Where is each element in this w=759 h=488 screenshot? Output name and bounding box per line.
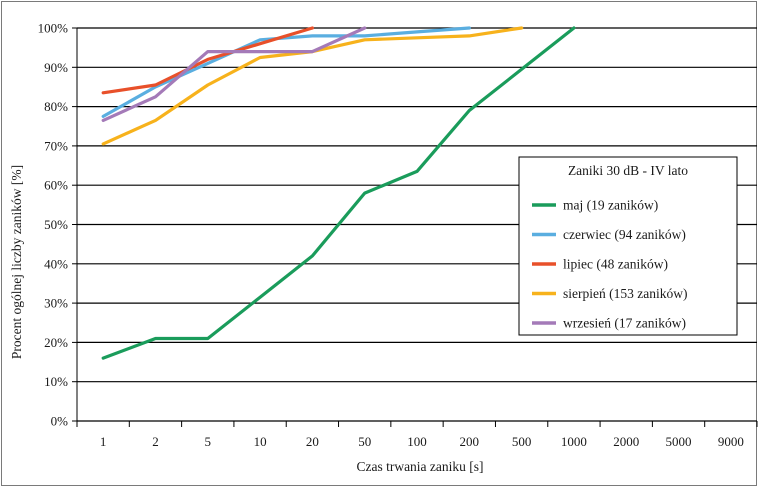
y-tick-label: 20% [44,335,68,350]
x-tick-label: 10 [254,434,267,449]
x-tick-label: 500 [512,434,532,449]
y-tick-label: 80% [44,99,68,114]
series-line-1 [101,26,576,360]
series-line-5 [101,26,367,123]
axis-layer: 0% 10% 20% 30% 40% 50% 60% 70% 80% 90% 100% 1 2 5 10 20… [38,21,758,449]
y-tick-label: 60% [44,178,68,193]
legend-items: maj (19 zaników) czerwiec (94 zaników) lip… [532,198,687,331]
y-tick-label: 50% [44,217,68,232]
x-tick-label: 20 [306,434,319,449]
legend-box [518,156,738,336]
x-tick-label: 5 [205,434,212,449]
x-tick-label: 200 [460,434,480,449]
y-tick-label: 30% [44,296,68,311]
legend-label: sierpień (153 zaników) [563,286,687,301]
x-tick-label: 9000 [718,434,744,449]
y-tick-label: 70% [44,138,68,153]
legend-label: maj (19 zaników) [563,198,658,213]
legend-label: czerwiec (94 zaników) [563,227,686,242]
series-layer [101,26,576,360]
x-tick-label: 2 [152,434,159,449]
y-tick-label: 100% [38,21,69,36]
series-line-3 [101,26,314,95]
y-tick-label: 40% [44,256,68,271]
legend-label: wrzesień (17 zaników) [563,316,686,331]
x-tick-label: 1000 [561,434,587,449]
x-tick-label: 2000 [613,434,639,449]
series-line-2 [101,26,471,119]
y-tick-label: 90% [44,60,68,75]
x-tick-label: 5000 [666,434,692,449]
legend: Zaniki 30 dB - IV lato maj (19 zaników) c… [518,156,738,336]
x-tick-label: 50 [358,434,371,449]
x-tick-label: 1 [100,434,107,449]
legend-title: Zaniki 30 dB - IV lato [568,163,688,178]
x-axis-title: Czas trwania zaniku [s] [356,459,483,474]
legend-label: lipiec (48 zaników) [563,257,668,272]
x-tick-label: 100 [407,434,427,449]
y-tick-label: 10% [44,374,68,389]
y-axis-title: Procent ogólnej liczby zaników [%] [9,165,24,359]
y-tick-label: 0% [51,414,69,429]
